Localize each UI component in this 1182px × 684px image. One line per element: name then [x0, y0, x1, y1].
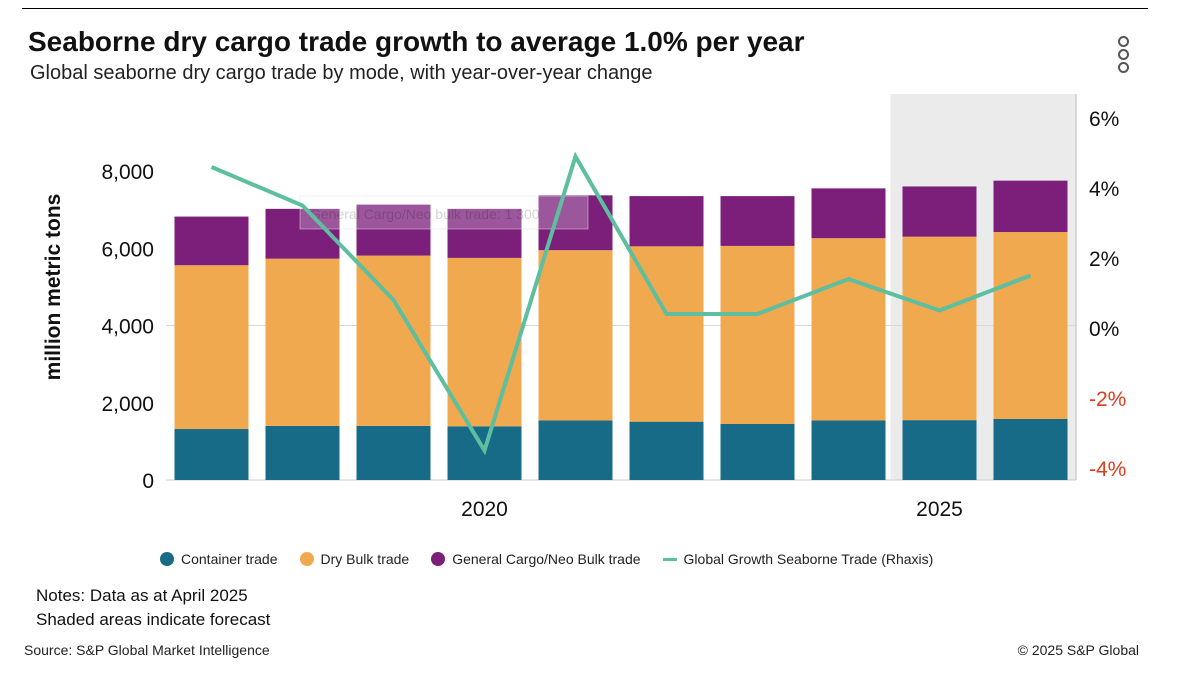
notes-line-2: Shaded areas indicate forecast: [36, 610, 271, 629]
legend-label-general-cargo: General Cargo/Neo Bulk trade: [452, 551, 641, 567]
bar-general-cargo-neo-bulk-trade-2020: [447, 208, 522, 258]
legend-item-growth[interactable]: Global Growth Seaborne Trade (Rhaxis): [662, 551, 934, 567]
bar-general-cargo-neo-bulk-trade-2024: [811, 188, 886, 239]
chart-notes: Notes: Data as at April 2025 Shaded area…: [36, 584, 270, 632]
bar-dry-bulk-trade-2017: [174, 265, 249, 430]
y2-tick-label: 2%: [1089, 248, 1119, 271]
y-tick-label: 2,000: [101, 393, 154, 416]
y2-tick-label: 0%: [1089, 318, 1119, 341]
x-tick-label: 2025: [916, 498, 963, 521]
top-rule: [22, 8, 1148, 9]
x-tick-label: 2020: [461, 498, 508, 521]
y-tick-label: 0: [142, 470, 154, 493]
more-vertical-icon[interactable]: [1110, 36, 1136, 73]
notes-line-1: Notes: Data as at April 2025: [36, 586, 248, 605]
legend-item-general-cargo[interactable]: General Cargo/Neo Bulk trade: [431, 551, 641, 567]
bar-container-trade-2019: [356, 425, 431, 480]
bar-general-cargo-neo-bulk-trade-2019: [356, 204, 431, 256]
legend-swatch-dry-bulk: [299, 552, 314, 566]
bar-dry-bulk-trade-2018: [265, 258, 340, 426]
growth-line: [210, 151, 1032, 456]
copyright-text: © 2025 S&P Global: [1017, 642, 1139, 658]
bar-general-cargo-neo-bulk-trade-2025: [902, 186, 977, 237]
bar-dry-bulk-trade-2026: [993, 232, 1068, 419]
chart-legend: Container trade Dry Bulk trade General C…: [160, 551, 933, 567]
bar-container-trade-2025: [902, 420, 977, 480]
y2-tick-label: -2%: [1089, 388, 1126, 411]
bar-general-cargo-neo-bulk-trade-2022: [629, 196, 704, 247]
bar-dry-bulk-trade-2023: [720, 245, 795, 424]
bar-container-trade-2022: [629, 421, 704, 480]
bar-container-trade-2018: [265, 425, 340, 480]
y2-tick-label: 6%: [1089, 108, 1119, 131]
y-tick-label: 8,000: [101, 161, 154, 184]
y-axis-label: million metric tons: [42, 194, 65, 381]
bar-dry-bulk-trade-2024: [811, 238, 886, 421]
bar-general-cargo-neo-bulk-trade-2023: [720, 196, 795, 246]
legend-swatch-container: [160, 552, 174, 566]
source-text: Source: S&P Global Market Intelligence: [24, 642, 270, 658]
bar-general-cargo-neo-bulk-trade-2017: [174, 216, 249, 266]
bar-dry-bulk-trade-2020: [447, 257, 522, 427]
legend-label-container: Container trade: [181, 551, 278, 567]
legend-swatch-growth: [662, 557, 677, 561]
chart-subtitle: Global seaborne dry cargo trade by mode,…: [30, 62, 653, 84]
bar-container-trade-2023: [720, 423, 795, 480]
bar-dry-bulk-trade-2025: [902, 236, 977, 421]
bar-general-cargo-neo-bulk-trade-2026: [993, 180, 1068, 233]
y2-tick-label: 4%: [1089, 178, 1119, 201]
legend-label-growth: Global Growth Seaborne Trade (Rhaxis): [683, 551, 934, 567]
legend-item-dry-bulk[interactable]: Dry Bulk trade: [299, 551, 410, 567]
bar-dry-bulk-trade-2021: [538, 250, 613, 421]
ghost-tooltip-text: General Cargo/Neo bulk trade: 1 300: [310, 206, 540, 222]
bar-dry-bulk-trade-2022: [629, 246, 704, 422]
bar-container-trade-2021: [538, 420, 613, 480]
y-tick-label: 6,000: [101, 238, 154, 261]
y2-tick-label: -4%: [1089, 458, 1126, 481]
bar-container-trade-2024: [811, 420, 886, 480]
ghost-tooltip-box: [299, 195, 589, 230]
bar-container-trade-2026: [993, 418, 1068, 480]
legend-item-container[interactable]: Container trade: [160, 551, 278, 567]
legend-swatch-general-cargo: [431, 552, 446, 566]
legend-label-dry-bulk: Dry Bulk trade: [320, 551, 410, 567]
bar-container-trade-2017: [174, 429, 249, 480]
chart-title: Seaborne dry cargo trade growth to avera…: [28, 26, 805, 57]
y-tick-label: 4,000: [101, 316, 154, 339]
